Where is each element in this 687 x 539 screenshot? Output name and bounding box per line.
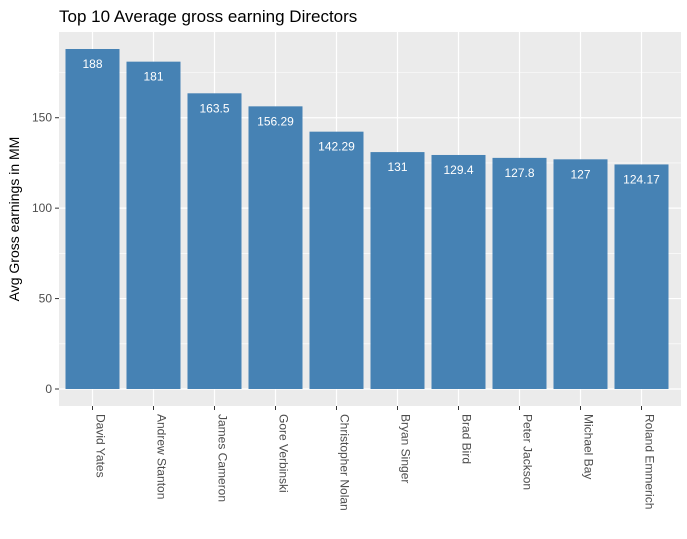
- x-tick-label: Michael Bay: [582, 414, 596, 479]
- bar: [126, 61, 181, 389]
- x-tick-label: David Yates: [94, 414, 108, 478]
- bar: [492, 157, 547, 389]
- bar: [614, 164, 669, 389]
- x-tick-label: Peter Jackson: [521, 414, 535, 490]
- bar-value-label: 156.29: [257, 114, 294, 128]
- bar-value-label: 127: [570, 167, 590, 181]
- bar: [370, 152, 425, 389]
- bar-value-label: 127.8: [504, 166, 534, 180]
- bar-value-label: 163.5: [199, 101, 229, 115]
- y-axis: 0 50 100 150: [32, 111, 59, 396]
- bar: [187, 93, 242, 390]
- bar: [309, 131, 364, 389]
- bars: [65, 49, 669, 390]
- x-tick-label: Brad Bird: [460, 414, 474, 464]
- bar: [248, 106, 303, 389]
- value-labels: 188 181 163.5 156.29 142.29 131 129.4 127.8 127 1…: [82, 57, 660, 186]
- bar: [431, 154, 486, 389]
- y-tick-label: 50: [39, 292, 53, 306]
- bar: [553, 159, 608, 389]
- bar-value-label: 129.4: [443, 163, 473, 177]
- bar-value-label: 142.29: [318, 140, 355, 154]
- x-tick-label: James Cameron: [216, 414, 230, 502]
- x-tick-label: Bryan Singer: [399, 414, 413, 483]
- bar-value-label: 131: [387, 160, 407, 174]
- bar: [65, 49, 120, 389]
- x-tick-label: Gore Verbinski: [277, 414, 291, 493]
- y-tick-label: 150: [32, 111, 52, 125]
- y-tick-label: 100: [32, 201, 52, 215]
- x-tick-label: Christopher Nolan: [338, 414, 352, 511]
- chart-title: Top 10 Average gross earning Directors: [59, 7, 357, 26]
- y-axis-title: Avg Gross earnings in MM: [6, 137, 22, 302]
- bar-value-label: 181: [143, 70, 163, 84]
- bar-value-label: 124.17: [623, 172, 660, 186]
- x-tick-label: Andrew Stanton: [155, 414, 169, 499]
- x-axis: David Yates Andrew Stanton James Cameron Go…: [92, 406, 657, 511]
- y-tick-label: 0: [45, 382, 52, 396]
- bar-value-label: 188: [82, 57, 102, 71]
- x-tick-label: Roland Emmerich: [643, 414, 657, 509]
